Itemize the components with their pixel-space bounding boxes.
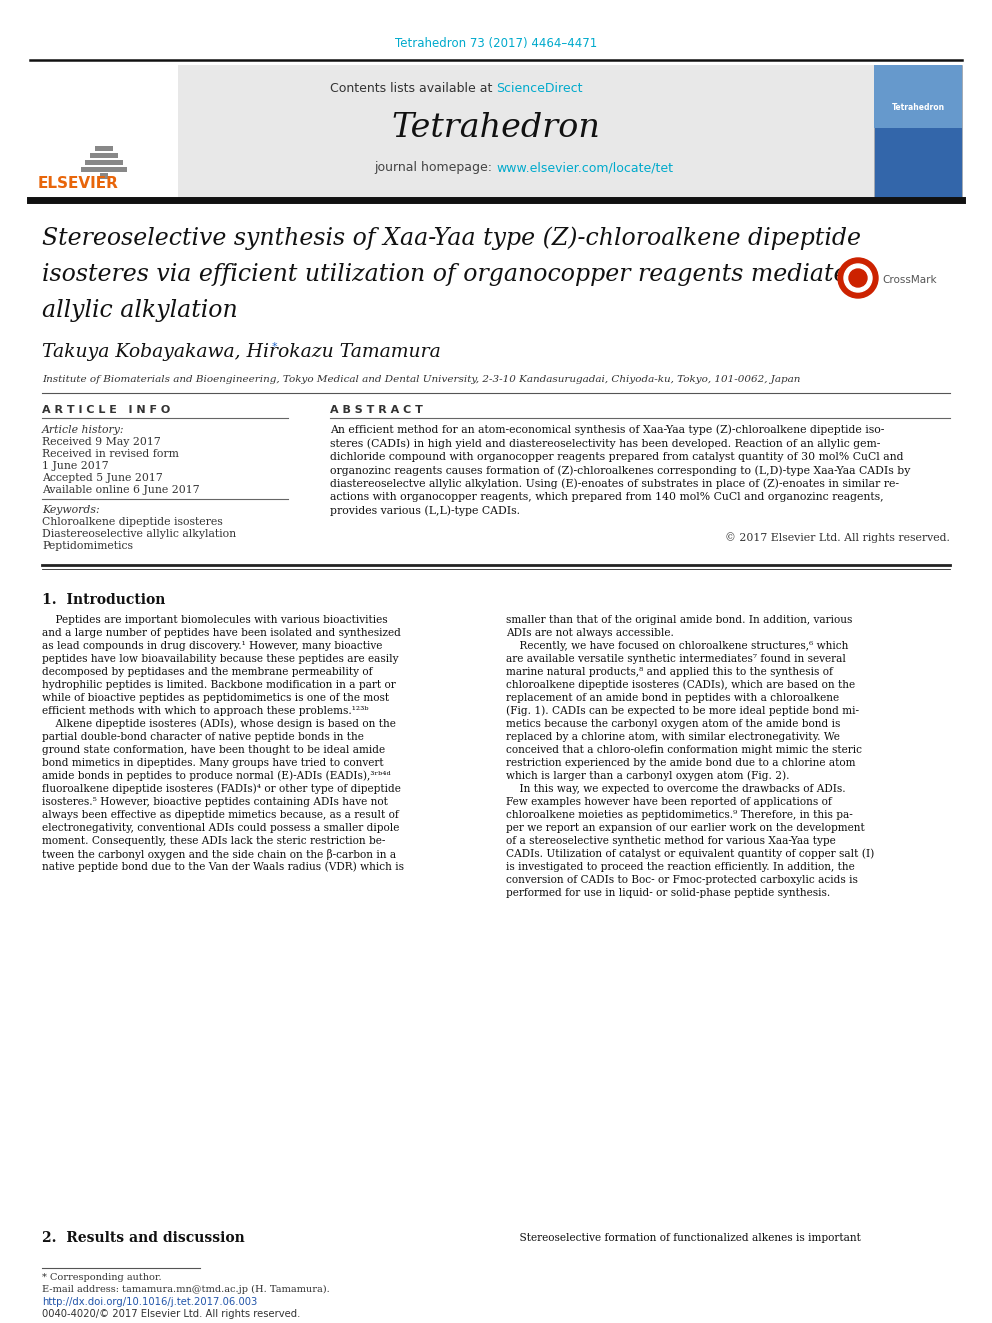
Text: http://dx.doi.org/10.1016/j.tet.2017.06.003: http://dx.doi.org/10.1016/j.tet.2017.06.… [42, 1297, 257, 1307]
Text: chloroalkene moieties as peptidomimetics.⁹ Therefore, in this pa-: chloroalkene moieties as peptidomimetics… [506, 810, 853, 820]
Text: (Fig. 1). CADIs can be expected to be more ideal peptide bond mi-: (Fig. 1). CADIs can be expected to be mo… [506, 705, 859, 716]
Text: ScienceDirect: ScienceDirect [496, 82, 582, 94]
Text: © 2017 Elsevier Ltd. All rights reserved.: © 2017 Elsevier Ltd. All rights reserved… [725, 533, 950, 544]
Text: ground state conformation, have been thought to be ideal amide: ground state conformation, have been tho… [42, 745, 385, 755]
Text: Available online 6 June 2017: Available online 6 June 2017 [42, 486, 199, 495]
Text: replaced by a chlorine atom, with similar electronegativity. We: replaced by a chlorine atom, with simila… [506, 732, 840, 742]
Text: metics because the carbonyl oxygen atom of the amide bond is: metics because the carbonyl oxygen atom … [506, 718, 840, 729]
Text: 1.  Introduction: 1. Introduction [42, 593, 166, 607]
Text: while of bioactive peptides as peptidomimetics is one of the most: while of bioactive peptides as peptidomi… [42, 693, 389, 703]
Bar [81, 167, 127, 172]
Bar [874, 65, 962, 128]
Text: conceived that a chloro-olefin conformation might mimic the steric: conceived that a chloro-olefin conformat… [506, 745, 862, 755]
Text: which is larger than a carbonyl oxygen atom (Fig. 2).: which is larger than a carbonyl oxygen a… [506, 771, 790, 782]
Text: Accepted 5 June 2017: Accepted 5 June 2017 [42, 474, 163, 483]
Circle shape [844, 265, 872, 292]
Text: A R T I C L E   I N F O: A R T I C L E I N F O [42, 405, 171, 415]
Text: smaller than that of the original amide bond. In addition, various: smaller than that of the original amide … [506, 615, 852, 624]
Text: Peptidomimetics: Peptidomimetics [42, 541, 133, 550]
Text: *: * [272, 343, 278, 352]
Text: electronegativity, conventional ADIs could possess a smaller dipole: electronegativity, conventional ADIs cou… [42, 823, 400, 833]
Text: 2.  Results and discussion: 2. Results and discussion [42, 1230, 245, 1245]
Text: Received 9 May 2017: Received 9 May 2017 [42, 437, 161, 447]
Text: An efficient method for an atom-economical synthesis of Xaa-Yaa type (Z)-chloroa: An efficient method for an atom-economic… [330, 425, 885, 435]
Text: Institute of Biomaterials and Bioengineering, Tokyo Medical and Dental Universit: Institute of Biomaterials and Bioenginee… [42, 376, 801, 385]
Text: Tetrahedron 73 (2017) 4464–4471: Tetrahedron 73 (2017) 4464–4471 [395, 37, 597, 50]
Text: hydrophilic peptides is limited. Backbone modification in a part or: hydrophilic peptides is limited. Backbon… [42, 680, 396, 691]
Text: ADIs are not always accessible.: ADIs are not always accessible. [506, 628, 674, 638]
Text: 0040-4020/© 2017 Elsevier Ltd. All rights reserved.: 0040-4020/© 2017 Elsevier Ltd. All right… [42, 1308, 301, 1319]
Text: chloroalkene dipeptide isosteres (CADIs), which are based on the: chloroalkene dipeptide isosteres (CADIs)… [506, 680, 855, 691]
Circle shape [849, 269, 867, 287]
Text: A B S T R A C T: A B S T R A C T [330, 405, 423, 415]
Text: E-mail address: tamamura.mn@tmd.ac.jp (H. Tamamura).: E-mail address: tamamura.mn@tmd.ac.jp (H… [42, 1285, 329, 1294]
Text: Chloroalkene dipeptide isosteres: Chloroalkene dipeptide isosteres [42, 517, 223, 527]
Text: Contents lists available at: Contents lists available at [329, 82, 496, 94]
Circle shape [838, 258, 878, 298]
Text: tween the carbonyl oxygen and the side chain on the β-carbon in a: tween the carbonyl oxygen and the side c… [42, 848, 396, 860]
Text: CADIs. Utilization of catalyst or equivalent quantity of copper salt (I): CADIs. Utilization of catalyst or equiva… [506, 849, 874, 859]
Text: peptides have low bioavailability because these peptides are easily: peptides have low bioavailability becaus… [42, 654, 399, 664]
Text: are available versatile synthetic intermediates⁷ found in several: are available versatile synthetic interm… [506, 654, 846, 664]
Text: Received in revised form: Received in revised form [42, 448, 179, 459]
Text: provides various (L,L)-type CADIs.: provides various (L,L)-type CADIs. [330, 505, 520, 516]
Text: bond mimetics in dipeptides. Many groups have tried to convert: bond mimetics in dipeptides. Many groups… [42, 758, 384, 767]
Text: www.elsevier.com/locate/tet: www.elsevier.com/locate/tet [496, 161, 673, 175]
Text: Few examples however have been reported of applications of: Few examples however have been reported … [506, 796, 831, 807]
Bar [30, 65, 178, 198]
Text: Peptides are important biomolecules with various bioactivities: Peptides are important biomolecules with… [42, 615, 388, 624]
Text: per we report an expansion of our earlier work on the development: per we report an expansion of our earlie… [506, 823, 865, 833]
Text: amide bonds in peptides to produce normal (E)-ADIs (EADIs),³ʳᵇ⁴ᵈ: amide bonds in peptides to produce norma… [42, 771, 391, 782]
Text: conversion of CADIs to Boc- or Fmoc-protected carboxylic acids is: conversion of CADIs to Boc- or Fmoc-prot… [506, 875, 858, 885]
Text: partial double-bond character of native peptide bonds in the: partial double-bond character of native … [42, 732, 364, 742]
Text: and a large number of peptides have been isolated and synthesized: and a large number of peptides have been… [42, 628, 401, 638]
Bar [30, 65, 962, 198]
Bar [85, 160, 123, 164]
Text: 1 June 2017: 1 June 2017 [42, 460, 109, 471]
Text: * Corresponding author.: * Corresponding author. [42, 1274, 162, 1282]
Text: Diastereoselective allylic alkylation: Diastereoselective allylic alkylation [42, 529, 236, 538]
Text: CrossMark: CrossMark [882, 275, 936, 284]
Text: fluoroalkene dipeptide isosteres (FADIs)⁴ or other type of dipeptide: fluoroalkene dipeptide isosteres (FADIs)… [42, 783, 401, 794]
Text: Recently, we have focused on chloroalkene structures,⁶ which: Recently, we have focused on chloroalken… [506, 642, 848, 651]
Bar [95, 146, 113, 151]
Text: journal homepage:: journal homepage: [374, 161, 496, 175]
Text: organozinc reagents causes formation of (Z)-chloroalkenes corresponding to (L,D): organozinc reagents causes formation of … [330, 466, 911, 476]
Text: isosteres via efficient utilization of organocopper reagents mediated: isosteres via efficient utilization of o… [42, 262, 863, 286]
Text: allylic alkylation: allylic alkylation [42, 299, 238, 321]
Text: decomposed by peptidases and the membrane permeability of: decomposed by peptidases and the membran… [42, 667, 373, 677]
Text: In this way, we expected to overcome the drawbacks of ADIs.: In this way, we expected to overcome the… [506, 785, 845, 794]
Text: Alkene dipeptide isosteres (ADIs), whose design is based on the: Alkene dipeptide isosteres (ADIs), whose… [42, 718, 396, 729]
Text: actions with organocopper reagents, which prepared from 140 mol% CuCl and organo: actions with organocopper reagents, whic… [330, 492, 884, 503]
Text: Takuya Kobayakawa, Hirokazu Tamamura: Takuya Kobayakawa, Hirokazu Tamamura [42, 343, 440, 361]
Text: ELSEVIER: ELSEVIER [38, 176, 119, 192]
Bar [874, 65, 962, 198]
Text: Tetrahedron: Tetrahedron [392, 112, 600, 144]
Text: dichloride compound with organocopper reagents prepared from catalyst quantity o: dichloride compound with organocopper re… [330, 452, 904, 462]
Text: is investigated to proceed the reaction efficiently. In addition, the: is investigated to proceed the reaction … [506, 863, 855, 872]
Text: Keywords:: Keywords: [42, 505, 99, 515]
Text: moment. Consequently, these ADIs lack the steric restriction be-: moment. Consequently, these ADIs lack th… [42, 836, 385, 845]
Text: as lead compounds in drug discovery.¹ However, many bioactive: as lead compounds in drug discovery.¹ Ho… [42, 642, 382, 651]
Text: Article history:: Article history: [42, 425, 125, 435]
Text: Tetrahedron: Tetrahedron [892, 103, 944, 112]
Text: steres (CADIs) in high yield and diastereoselectivity has been developed. Reacti: steres (CADIs) in high yield and diaster… [330, 438, 880, 448]
Text: isosteres.⁵ However, bioactive peptides containing ADIs have not: isosteres.⁵ However, bioactive peptides … [42, 796, 388, 807]
Bar [100, 173, 108, 179]
Bar [90, 152, 118, 157]
Text: Stereoselective synthesis of Xaa-Yaa type (Z)-chloroalkene dipeptide: Stereoselective synthesis of Xaa-Yaa typ… [42, 226, 861, 250]
Text: always been effective as dipeptide mimetics because, as a result of: always been effective as dipeptide mimet… [42, 810, 399, 820]
Text: Stereoselective formation of functionalized alkenes is important: Stereoselective formation of functionali… [506, 1233, 861, 1244]
Text: efficient methods with which to approach these problems.¹²³ᵇ: efficient methods with which to approach… [42, 706, 368, 716]
Text: restriction experienced by the amide bond due to a chlorine atom: restriction experienced by the amide bon… [506, 758, 855, 767]
Text: native peptide bond due to the Van der Waals radius (VDR) which is: native peptide bond due to the Van der W… [42, 861, 404, 872]
Text: marine natural products,⁸ and applied this to the synthesis of: marine natural products,⁸ and applied th… [506, 667, 833, 677]
Text: replacement of an amide bond in peptides with a chloroalkene: replacement of an amide bond in peptides… [506, 693, 839, 703]
Text: diastereoselectve allylic alkylation. Using (E)-enoates of substrates in place o: diastereoselectve allylic alkylation. Us… [330, 479, 899, 490]
Text: of a stereoselective synthetic method for various Xaa-Yaa type: of a stereoselective synthetic method fo… [506, 836, 835, 845]
Text: performed for use in liquid- or solid-phase peptide synthesis.: performed for use in liquid- or solid-ph… [506, 888, 830, 898]
